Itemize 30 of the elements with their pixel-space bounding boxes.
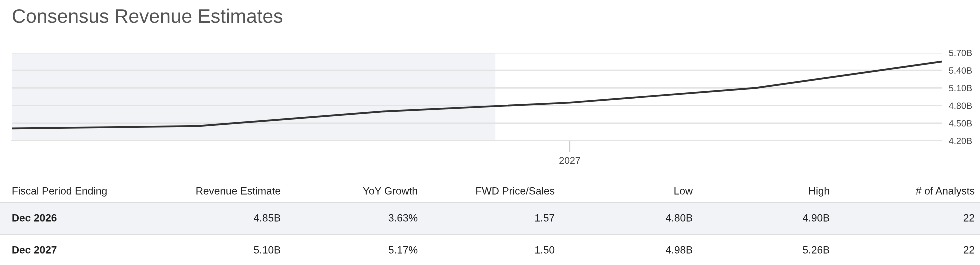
text: 4.98B: [666, 246, 692, 254]
text: Dec 2027: [12, 246, 57, 254]
chart-title: Consensus Revenue Estimates: [12, 8, 283, 24]
text: FWD Price/Sales: [476, 187, 555, 195]
text: Revenue Estimate: [196, 187, 281, 195]
text: YoY Growth: [363, 187, 418, 195]
text: 4.85B: [254, 214, 280, 222]
text: 5.17%: [388, 246, 418, 254]
text: Fiscal Period Ending: [12, 187, 107, 197]
y-tick-label: 4.20B: [949, 138, 972, 144]
y-tick-label: 5.40B: [949, 68, 972, 74]
y-tick-label: 4.50B: [949, 120, 972, 127]
text: 4.80B: [666, 214, 692, 222]
text: 5.26B: [803, 246, 830, 254]
text: 1.57: [536, 214, 554, 222]
text: 5.10B: [254, 246, 280, 254]
y-tick-label: 4.80B: [949, 102, 972, 110]
line-series: [12, 60, 942, 130]
text: Dec 2026: [12, 214, 57, 222]
text: 22: [964, 214, 974, 222]
text: 3.63%: [388, 214, 418, 222]
y-tick-label: 5.70B: [949, 50, 972, 56]
text: 4.90B: [803, 214, 830, 222]
text: High: [809, 187, 830, 197]
x-tick-label: 2027: [560, 157, 580, 164]
text: Low: [674, 188, 694, 195]
y-tick-label: 5.10B: [949, 85, 972, 92]
text: 22: [964, 246, 974, 254]
text: 1.50: [536, 246, 555, 254]
text: # of Analysts: [916, 187, 975, 197]
